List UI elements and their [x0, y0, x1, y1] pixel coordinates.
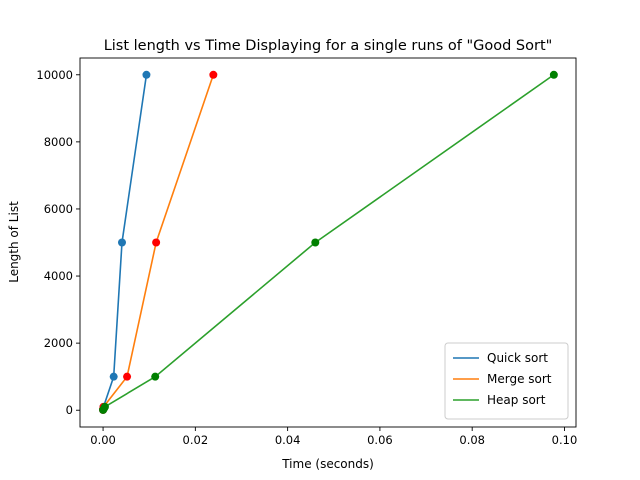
x-tick-label-2: 0.04 — [275, 433, 301, 447]
legend: Quick sort Merge sort Heap sort — [444, 342, 569, 420]
axes-frame — [79, 57, 577, 428]
legend-label-2: Heap sort — [487, 393, 546, 407]
x-tick-label-5: 0.10 — [552, 433, 578, 447]
y-tick-label-4: 8000 — [44, 135, 73, 149]
axes-layer: 0.00 0.02 0.04 0.06 0.08 0.10 0 2000 4000 6000 800… — [36, 57, 578, 447]
x-tick-label-0: 0.00 — [90, 433, 116, 447]
x-axis-label: Time (seconds) — [281, 457, 374, 471]
y-tick-label-3: 6000 — [44, 202, 73, 216]
data-point-1-4 — [152, 238, 161, 247]
y-axis-label: Length of List — [7, 201, 21, 283]
x-tick-label-3: 0.06 — [367, 433, 393, 447]
data-point-2-3 — [151, 372, 160, 381]
data-point-0-5 — [142, 70, 151, 79]
chart-title: List length vs Time Displaying for a sin… — [104, 38, 553, 54]
x-tick-label-4: 0.08 — [459, 433, 485, 447]
y-tick-label-5: 10000 — [36, 68, 73, 82]
legend-label-0: Quick sort — [487, 351, 548, 365]
y-tick-label-1: 2000 — [44, 336, 73, 350]
data-point-0-3 — [109, 372, 118, 381]
data-point-2-2 — [100, 402, 109, 411]
data-point-1-3 — [123, 372, 132, 381]
y-tick-label-2: 4000 — [44, 269, 73, 283]
x-tick-label-1: 0.02 — [183, 433, 209, 447]
data-point-0-4 — [117, 238, 126, 247]
legend-label-1: Merge sort — [487, 372, 552, 386]
series-layer — [99, 70, 558, 414]
data-point-2-4 — [311, 238, 320, 247]
data-point-1-5 — [209, 70, 218, 79]
data-point-2-5 — [549, 70, 558, 79]
y-tick-label-0: 0 — [66, 403, 73, 417]
